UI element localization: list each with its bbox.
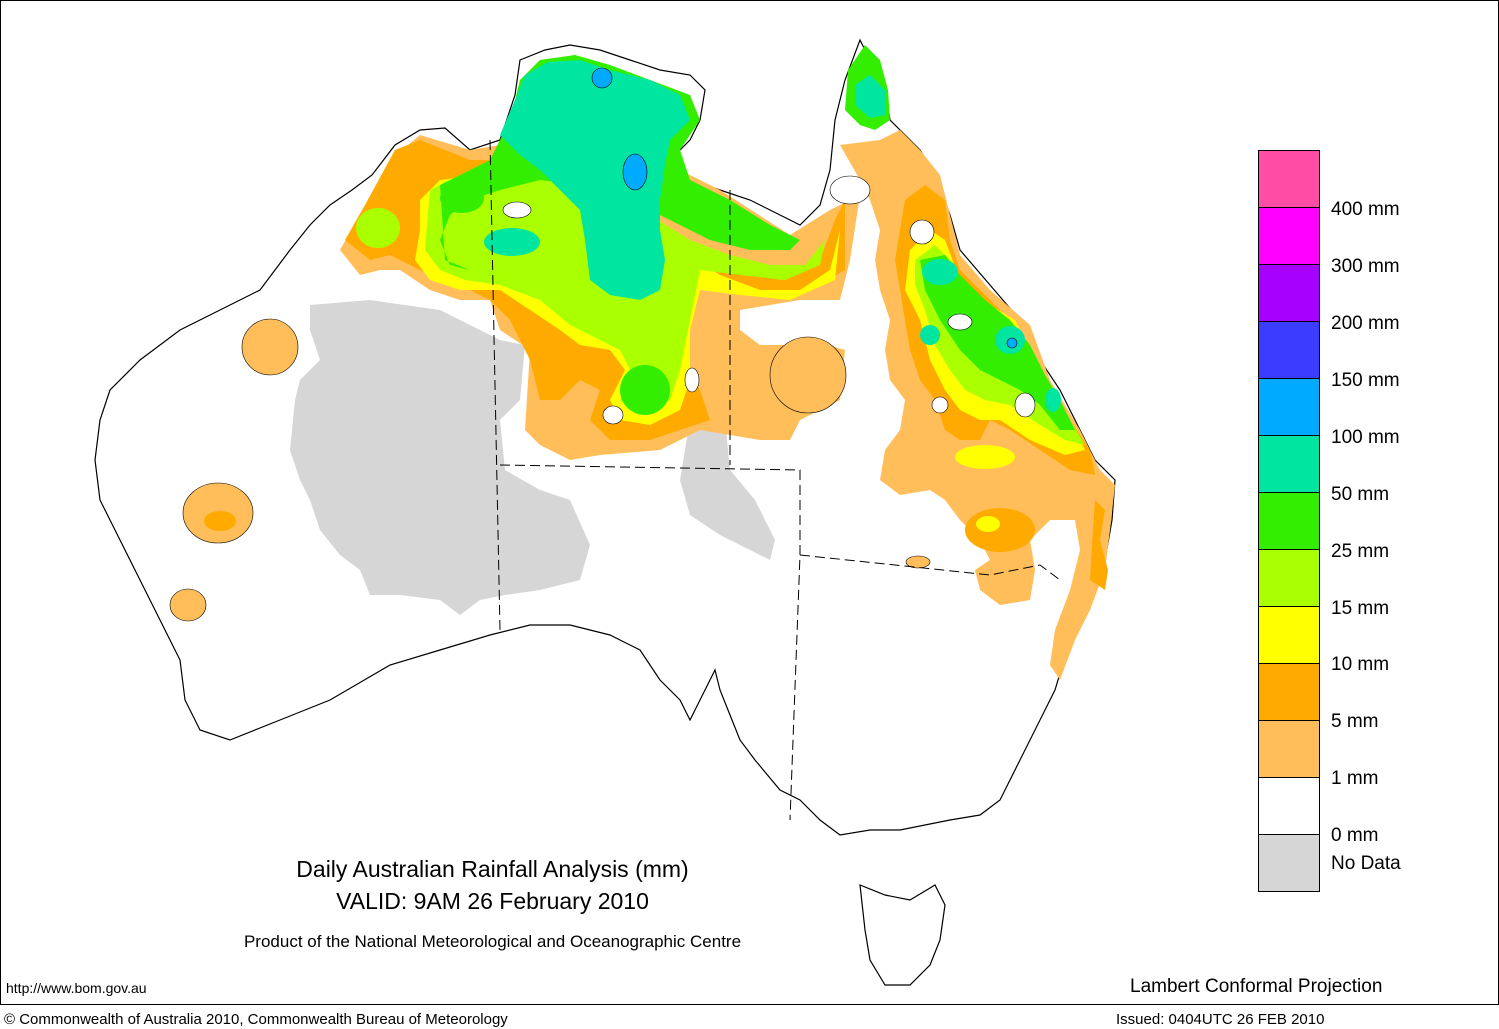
- rain-10mm-patch: [955, 445, 1015, 469]
- legend-swatch: [1259, 835, 1319, 891]
- legend-swatch: [1259, 721, 1319, 778]
- legend-swatch: [1259, 265, 1319, 322]
- no-data-area-west: [290, 300, 590, 615]
- dry-patch: [1014, 392, 1036, 418]
- rainfall-map: [94, 38, 1116, 986]
- rain-1mm-patch: [769, 336, 847, 414]
- legend-swatch: [1259, 607, 1319, 664]
- map-title: Daily Australian Rainfall Analysis (mm): [296, 856, 689, 882]
- legend-swatch: [1259, 379, 1319, 436]
- legend-label: 300 mm: [1331, 256, 1400, 277]
- legend-label: 200 mm: [1331, 313, 1400, 334]
- dry-patch: [502, 201, 532, 219]
- issued-timestamp: Issued: 0404UTC 26 FEB 2010: [1116, 1011, 1325, 1028]
- rain-5mm-coast: [1090, 500, 1108, 590]
- legend-swatch: [1259, 151, 1319, 208]
- legend-swatch: [1259, 436, 1319, 493]
- state-borders: [489, 139, 1061, 821]
- legend-label: 5 mm: [1331, 711, 1379, 732]
- legend-label: 10 mm: [1331, 654, 1390, 675]
- rain-100mm-patch: [622, 153, 648, 191]
- rain-5mm-patch: [965, 508, 1035, 552]
- legend-label: 25 mm: [1331, 541, 1390, 562]
- legend-label: 50 mm: [1331, 484, 1390, 505]
- legend-swatch: [1259, 208, 1319, 265]
- dry-patch: [602, 405, 624, 425]
- legend-label: 400 mm: [1331, 199, 1400, 220]
- legend-label: 15 mm: [1331, 598, 1390, 619]
- legend-label: 150 mm: [1331, 370, 1400, 391]
- rain-25mm-patch: [620, 365, 670, 415]
- legend-swatch: [1259, 778, 1319, 835]
- map-valid-date: VALID: 9AM 26 February 2010: [336, 888, 649, 914]
- rain-1mm-patch: [241, 318, 299, 376]
- dry-patch: [909, 219, 935, 245]
- legend-swatch: [1259, 664, 1319, 721]
- legend-swatch: [1259, 493, 1319, 550]
- map-producer: Product of the National Meteorological a…: [243, 932, 742, 951]
- rain-25mm-patch: [440, 183, 484, 213]
- rain-100mm-patch: [1006, 337, 1018, 349]
- legend-label: 0 mm: [1331, 825, 1379, 846]
- source-url[interactable]: http://www.bom.gov.au: [6, 980, 147, 996]
- rain-50mm-patch: [484, 228, 540, 256]
- rain-5mm-patch: [204, 511, 236, 531]
- legend-label: 1 mm: [1331, 768, 1379, 789]
- rain-50mm-patch: [920, 325, 940, 345]
- rain-50mm-patch: [1045, 388, 1061, 412]
- rain-50mm-cape: [855, 75, 885, 118]
- no-data-area-east: [680, 420, 775, 560]
- dry-patch: [684, 367, 700, 393]
- dry-patch: [829, 175, 871, 205]
- dry-patch: [947, 313, 973, 331]
- rain-15mm-patch: [356, 208, 400, 248]
- copyright-notice: © Commonwealth of Australia 2010, Common…: [4, 1011, 508, 1028]
- rain-1mm-patch: [905, 555, 931, 569]
- dry-patch: [931, 396, 949, 414]
- rain-100mm-patch: [591, 67, 613, 89]
- tasmania: [859, 884, 946, 986]
- legend-swatch: [1259, 322, 1319, 379]
- legend-label: 100 mm: [1331, 427, 1400, 448]
- rain-50mm: [500, 60, 690, 300]
- projection-label: Lambert Conformal Projection: [1130, 976, 1383, 997]
- rain-10mm-patch: [976, 516, 1000, 532]
- legend-swatch: [1259, 550, 1319, 607]
- rain-50mm-patch: [922, 259, 958, 285]
- rainfall-legend: [1258, 150, 1320, 892]
- legend-label: No Data: [1331, 853, 1401, 874]
- rain-1mm-patch: [169, 588, 207, 622]
